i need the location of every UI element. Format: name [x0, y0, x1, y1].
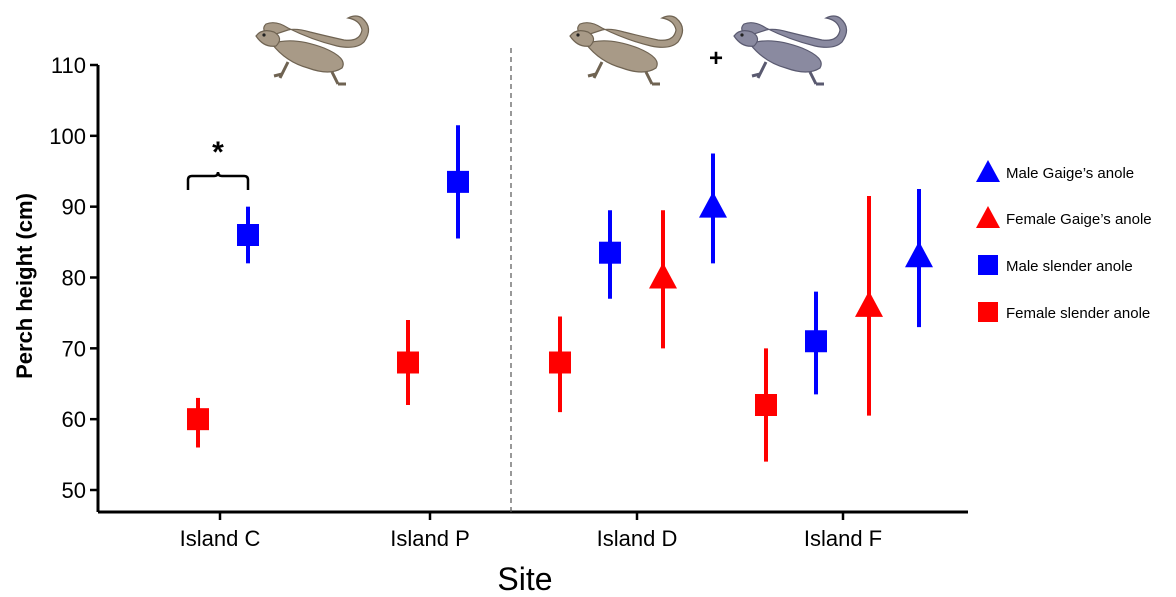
axes: 50 60 70 80 90 100 110 Island C Island P Island D…: [49, 53, 968, 551]
y-tick-label: 90: [62, 195, 86, 220]
data-point-square: [397, 351, 419, 374]
x-tick-label: Island P: [390, 526, 470, 551]
legend-label: Female Gaige’s anole: [1006, 211, 1152, 228]
x-axis-label: Site: [497, 561, 552, 597]
data-point-triangle: [649, 262, 677, 289]
data-point-triangle: [699, 191, 727, 218]
lizard-part: [255, 30, 281, 47]
legend-label: Male slender anole: [1006, 258, 1133, 275]
data-point-square: [237, 224, 259, 246]
legend-label: Male Gaige’s anole: [1006, 165, 1134, 182]
lizard-part: [749, 40, 822, 73]
data-point-square: [187, 408, 209, 431]
lizard-part: [587, 61, 660, 86]
data-point-square: [549, 351, 571, 374]
lizard-part: [263, 15, 370, 48]
brown-lizard-icon: [569, 15, 684, 86]
legend-swatch: [978, 302, 998, 322]
x-tick-label: Island F: [804, 526, 882, 551]
lizard-part: [569, 30, 595, 47]
plus-sign: +: [709, 45, 723, 72]
legend-swatch: [976, 160, 1000, 182]
x-tick-label: Island C: [180, 526, 261, 551]
legend-label: Female slender anole: [1006, 305, 1150, 322]
lizard-part: [751, 61, 824, 86]
legend-swatch: [978, 255, 998, 275]
data-point-square: [447, 170, 469, 193]
lizard-part: [262, 33, 266, 37]
lizard-part: [271, 40, 344, 73]
y-tick-label: 80: [62, 266, 86, 291]
legend: Male Gaige’s anole Female Gaige’s anole Ma…: [976, 160, 1152, 322]
significance-star: *: [212, 136, 224, 169]
y-tick-label: 50: [62, 478, 86, 503]
lizard-part: [741, 15, 848, 48]
lizard-illustrations: +: [255, 15, 848, 86]
lizard-part: [576, 33, 580, 37]
grey-lizard-icon: [733, 15, 848, 86]
data-point-square: [805, 330, 827, 353]
brown-lizard-icon: [255, 15, 370, 86]
y-tick-label: 100: [49, 124, 86, 149]
lizard-part: [740, 33, 744, 37]
data-point-triangle: [905, 241, 933, 268]
data-point-square: [599, 241, 621, 264]
data-marks: [187, 125, 933, 462]
data-point-triangle: [855, 290, 883, 317]
y-tick-label: 70: [62, 336, 86, 361]
legend-swatch: [976, 206, 1000, 228]
lizard-part: [273, 61, 346, 86]
y-axis-label: Perch height (cm): [12, 193, 37, 379]
lizard-part: [585, 40, 658, 73]
data-point-square: [755, 394, 777, 416]
lizard-part: [577, 15, 684, 48]
y-tick-label: 60: [62, 407, 86, 432]
significance-bracket: *: [186, 136, 250, 190]
y-tick-label: 110: [51, 53, 86, 78]
x-tick-label: Island D: [597, 526, 678, 551]
lizard-part: [733, 30, 759, 47]
